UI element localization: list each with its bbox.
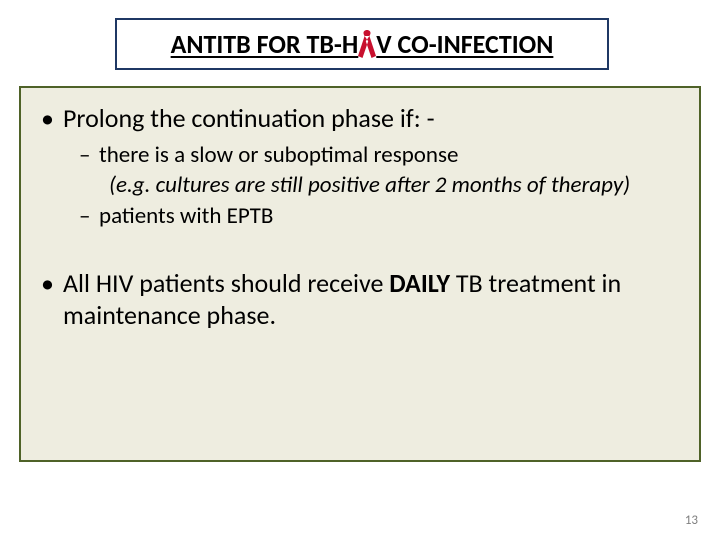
sub-bullet-1a: there is a slow or suboptimal response xyxy=(39,141,681,170)
slide: ANTITB FOR TB-H V CO-INFECTION Prolong t… xyxy=(0,0,720,540)
sub-bullet-1b: patients with EPTB xyxy=(39,202,681,231)
aids-ribbon-icon xyxy=(356,28,378,60)
bullet-1: Prolong the continuation phase if: - xyxy=(39,102,681,135)
slide-title: ANTITB FOR TB-H V CO-INFECTION xyxy=(171,28,554,60)
title-text-pre: ANTITB FOR TB-H xyxy=(171,28,359,60)
spacer xyxy=(39,233,681,267)
content-box: Prolong the continuation phase if: - the… xyxy=(19,86,701,462)
sub-bullet-1a-example-text: (e.g. cultures are still positive after … xyxy=(109,171,630,199)
sub-bullet-1b-text: patients with EPTB xyxy=(99,202,273,230)
bullet-1-text: Prolong the continuation phase if: - xyxy=(63,102,435,134)
title-box: ANTITB FOR TB-H V CO-INFECTION xyxy=(115,18,609,70)
sub-bullet-1a-example: (e.g. cultures are still positive after … xyxy=(39,171,681,200)
sub-bullet-1a-text: there is a slow or suboptimal response xyxy=(99,141,458,169)
bullet-2-bold: DAILY xyxy=(389,267,450,299)
page-number: 13 xyxy=(685,513,698,528)
title-text-post: V CO-INFECTION xyxy=(376,28,553,60)
bullet-2-pre: All HIV patients should receive xyxy=(63,267,389,299)
bullet-2: All HIV patients should receive DAILY TB… xyxy=(39,267,681,332)
